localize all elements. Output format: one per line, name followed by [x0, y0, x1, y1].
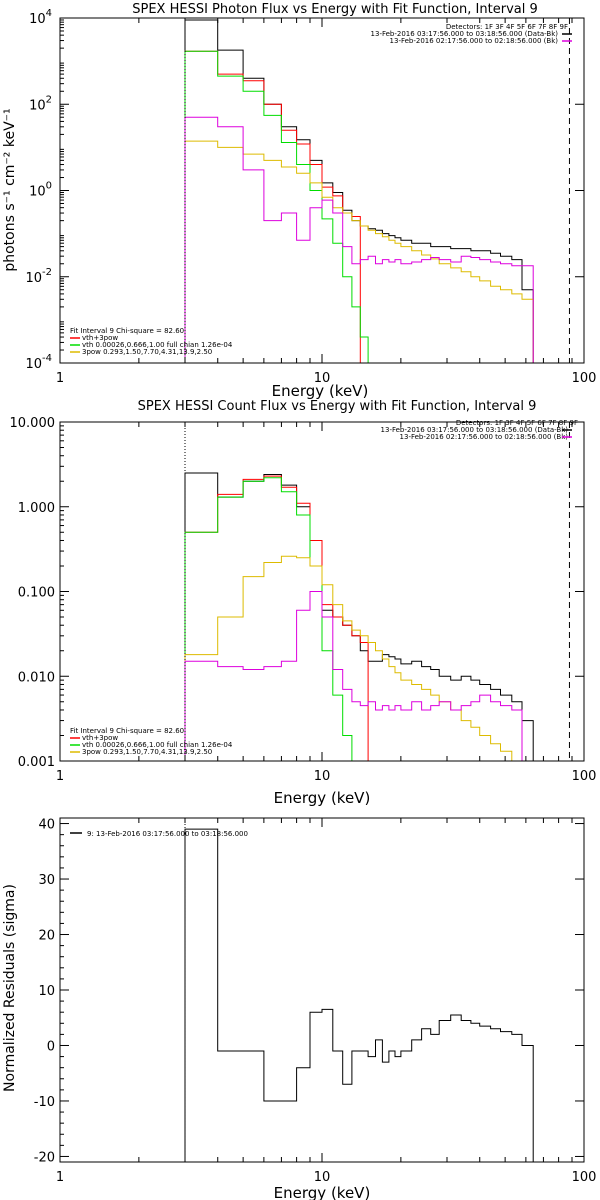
- photon-flux-series-data: [184, 19, 534, 363]
- count-flux-x-tick-label: 100: [572, 769, 597, 784]
- residuals-y-axis-label: Normalized Residuals (sigma): [2, 884, 18, 1092]
- count-flux-y-tick-label: 10.000: [10, 416, 56, 431]
- count-flux-x-tick-label: 10: [314, 769, 331, 784]
- photon-flux-x-tick-label: 10: [314, 371, 331, 386]
- residuals-x-tick-label: 100: [572, 1170, 597, 1185]
- count-flux-legend-total: vth+3pow: [82, 734, 118, 742]
- count-flux-y-tick-label: 1.000: [18, 501, 55, 516]
- photon-flux-series-vth: [184, 50, 376, 363]
- count-flux-y-tick-label: 0.001: [18, 755, 55, 770]
- count-flux-series-bk: [184, 591, 534, 761]
- count-flux-series-3pow: [184, 555, 522, 761]
- residuals-y-tick-label: -10: [34, 1095, 55, 1110]
- photon-flux-y-axis-label: photons s⁻¹ cm⁻² keV⁻¹: [2, 108, 18, 271]
- photon-flux-y-tick-label: 104: [29, 8, 52, 27]
- residuals-interval-label: 9: 13-Feb-2016 03:17:56.000 to 03:18:56.…: [87, 830, 248, 838]
- count-flux-y-tick-label: 0.100: [18, 586, 55, 601]
- photon-flux-title: SPEX HESSI Photon Flux vs Energy with Fi…: [132, 2, 538, 17]
- count-flux-title: SPEX HESSI Count Flux vs Energy with Fit…: [138, 399, 537, 414]
- residuals-x-tick-label: 1: [56, 1170, 64, 1185]
- photon-flux-ticks: 1 10 100 10-4 10-2 100 102 104: [25, 8, 596, 386]
- photon-flux-y-tick-label: 10-2: [25, 267, 52, 286]
- count-flux-plot-frame: [59, 421, 585, 762]
- photon-flux-y-tick-label: 102: [29, 94, 52, 113]
- photon-flux-series-total: [184, 50, 361, 363]
- residuals-y-tick-label: 30: [38, 873, 55, 888]
- count-flux-panel: SPEX HESSI Count Flux vs Energy with Fit…: [10, 399, 597, 807]
- count-flux-legend-vth: vth 0.00026,0.666,1.00 full chian 1.26e-…: [82, 741, 233, 749]
- photon-flux-fit-info: Fit Interval 9 Chi-square = 82.60: [70, 327, 184, 335]
- count-flux-legend-top: Detectors: 1F 3F 4F 5F 6F 7F 8F 9F 13-Fe…: [381, 419, 578, 441]
- residuals-y-tick-label: 10: [38, 984, 55, 999]
- count-flux-detectors: Detectors: 1F 3F 4F 5F 6F 7F 8F 9F: [456, 419, 578, 427]
- count-flux-series-data: [184, 472, 534, 761]
- residuals-series: [184, 828, 534, 1162]
- photon-flux-x-tick-label: 100: [572, 371, 597, 386]
- photon-flux-legend-3pow: 3pow 0.293,1.50,7.70,4.31,13.9,2.50: [82, 348, 212, 356]
- photon-flux-y-tick-label: 10-4: [25, 353, 52, 372]
- photon-flux-bk-interval: 13-Feb-2016 02:17:56.000 to 02:18:56.000…: [390, 37, 559, 45]
- photon-flux-legend-top: Detectors: 1F 3F 4F 5F 6F 7F 8F 9F 13-Fe…: [371, 23, 568, 45]
- count-flux-series: [184, 472, 534, 761]
- residuals-y-tick-label: -20: [34, 1150, 55, 1165]
- residuals-ticks: 1 10 100 -20 -10 0 10 20 30 40: [34, 818, 597, 1185]
- count-flux-legend-3pow: 3pow 0.293,1.50,7.70,4.31,13.9,2.50: [82, 748, 212, 756]
- count-flux-data-interval: 13-Feb-2016 03:17:56.000 to 03:18:56.000…: [381, 426, 569, 434]
- photon-flux-panel: SPEX HESSI Photon Flux vs Energy with Fi…: [2, 2, 596, 400]
- photon-flux-detectors: Detectors: 1F 3F 4F 5F 6F 7F 8F 9F: [446, 23, 568, 31]
- photon-flux-legend-bottom: Fit Interval 9 Chi-square = 82.60 vth+3p…: [70, 327, 233, 356]
- count-flux-bk-interval: 13-Feb-2016 02:17:56.000 to 02:18:56.000…: [400, 433, 569, 441]
- photon-flux-y-tick-label: 100: [29, 181, 52, 200]
- residuals-panel: Energy (keV) Normalized Residuals (sigma…: [2, 817, 597, 1200]
- photon-flux-series: [184, 19, 534, 363]
- count-flux-fit-info: Fit Interval 9 Chi-square = 82.60: [70, 727, 184, 735]
- photon-flux-data-interval: 13-Feb-2016 03:17:56.000 to 03:18:56.000…: [371, 30, 559, 38]
- residuals-y-tick-label: 40: [38, 818, 55, 833]
- photon-flux-plot-frame: [59, 17, 585, 364]
- residuals-plot-frame: [59, 817, 585, 1163]
- residuals-y-tick-label: 20: [38, 929, 55, 944]
- photon-flux-series-bk: [184, 116, 534, 363]
- count-flux-y-tick-label: 0.010: [18, 670, 55, 685]
- photon-flux-x-tick-label: 1: [56, 371, 64, 386]
- residuals-x-axis-label: Energy (keV): [274, 1184, 371, 1200]
- count-flux-x-tick-label: 1: [56, 769, 64, 784]
- residuals-series-resid: [184, 828, 534, 1162]
- count-flux-series-total: [184, 475, 369, 761]
- photon-flux-legend-vth: vth 0.00026,0.666,1.00 full chian 1.26e-…: [82, 341, 233, 349]
- count-flux-series-vth: [184, 477, 361, 761]
- photon-flux-legend-total: vth+3pow: [82, 334, 118, 342]
- residuals-legend: 9: 13-Feb-2016 03:17:56.000 to 03:18:56.…: [87, 830, 248, 838]
- photon-flux-x-axis-label: Energy (keV): [272, 382, 369, 400]
- residuals-y-tick-label: 0: [47, 1039, 55, 1054]
- count-flux-legend-bottom: Fit Interval 9 Chi-square = 82.60 vth+3p…: [70, 727, 233, 756]
- count-flux-x-axis-label: Energy (keV): [274, 789, 371, 807]
- residuals-x-tick-label: 10: [314, 1170, 331, 1185]
- photon-flux-series-3pow: [184, 140, 534, 363]
